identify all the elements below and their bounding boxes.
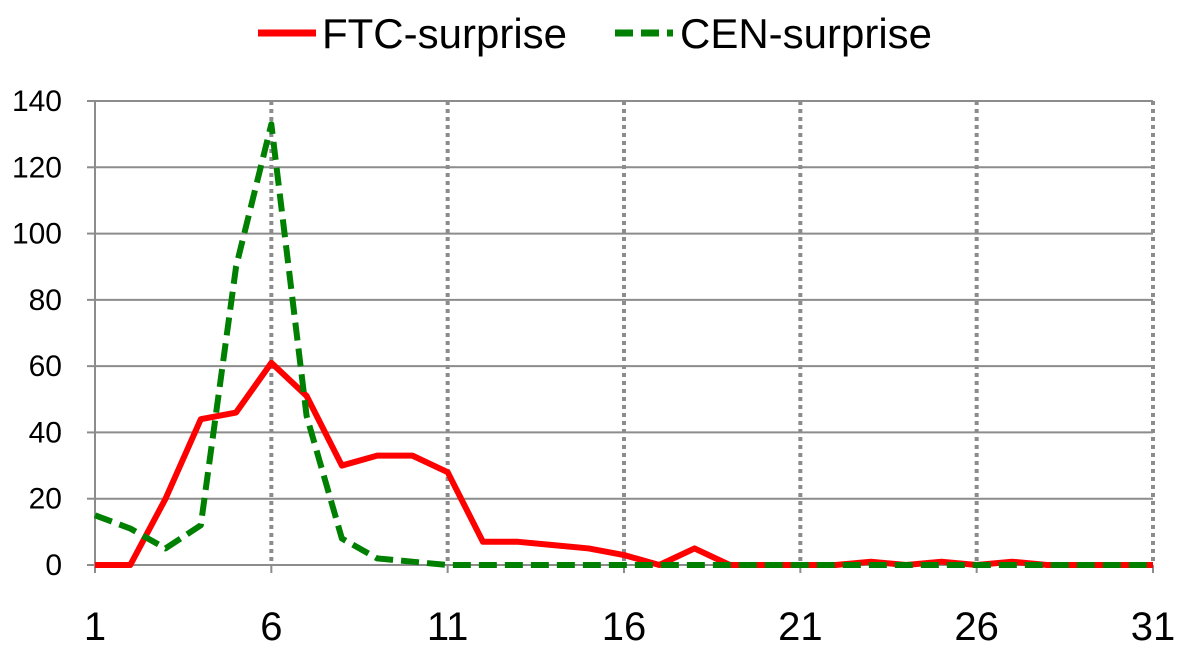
y-tick-label: 80	[29, 284, 62, 317]
y-tick-label: 100	[12, 218, 62, 251]
x-tick-label: 6	[260, 605, 282, 647]
x-tick-label: 11	[427, 605, 469, 647]
y-tick-label: 140	[12, 85, 62, 118]
y-tick-label: 40	[29, 416, 62, 449]
legend-label-ftc-surprise: FTC-surprise	[322, 10, 567, 57]
x-tick-label: 1	[84, 605, 106, 647]
axes	[87, 100, 1154, 573]
y-tick-label: 60	[29, 350, 62, 383]
x-tick-label: 26	[954, 605, 999, 647]
x-tick-label: 21	[778, 605, 823, 647]
legend: FTC-surprise CEN-surprise	[258, 10, 932, 57]
y-tick-label: 120	[12, 151, 62, 184]
series-lines	[93, 121, 1153, 568]
y-axis-ticks: 0 20 40 60 80 100 120 140	[12, 85, 62, 582]
x-tick-label: 31	[1131, 605, 1176, 647]
grid	[95, 100, 1155, 565]
y-tick-label: 0	[45, 549, 62, 582]
y-tick-label: 20	[29, 483, 62, 516]
legend-label-cen-surprise: CEN-surprise	[680, 10, 932, 57]
x-tick-label: 16	[602, 605, 647, 647]
x-axis-ticks: 1 6 11 16 21 26 31	[84, 605, 1175, 647]
series-line-cen-surprise	[93, 121, 1153, 568]
